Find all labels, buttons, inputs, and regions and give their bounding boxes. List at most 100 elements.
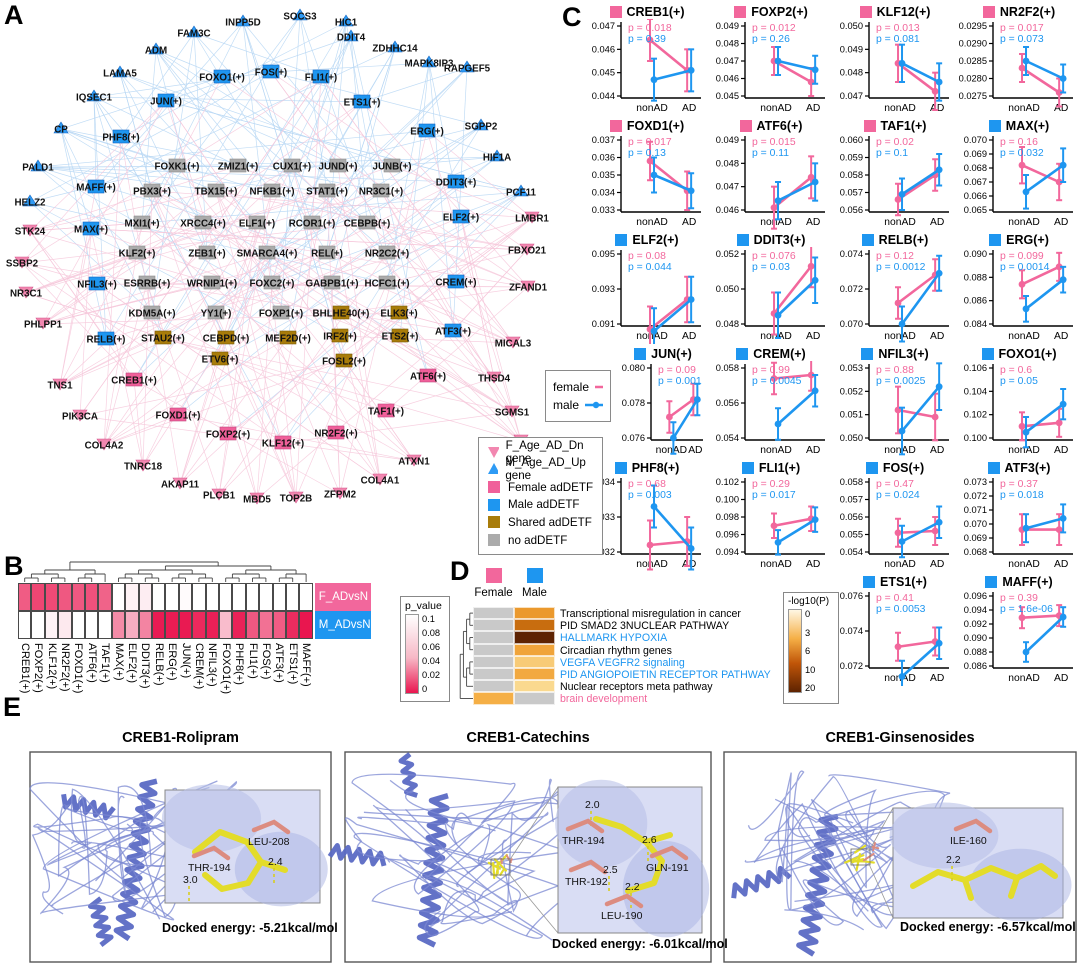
network-node-COL4A2 [96,438,112,451]
svg-text:AD: AD [682,217,696,228]
svg-text:0.052: 0.052 [840,386,863,396]
mini-chart-FLI1(+): FLI1(+) 0.094 0.096 0.098 0.100 0.102 nonAD AD p… [709,460,833,572]
b-col-label: DDIT3(+) [139,643,152,689]
svg-text:nonAD: nonAD [884,445,915,456]
p-value-female: p = 0.02 [876,137,914,148]
network-node-JUN(+) [157,93,175,108]
mini-chart-gene: MAFF(+) [1002,574,1053,589]
p-value-male: p = 0.13 [628,148,666,159]
p-value-male: p = 0.0012 [876,262,926,273]
p-value-female: p = 0.018 [628,23,672,34]
tri-down-icon [488,446,499,458]
svg-text:0.050: 0.050 [840,21,863,31]
mini-chart-plot: 0.076 0.078 0.080 nonAD AD p = 0.09p = 0.001 [622,363,703,456]
network-node-label: TBX15(+) [195,187,238,198]
dock-title: CREB1-Catechins [466,730,590,746]
network-node-STK24 [22,224,38,237]
network-node-label: JUND(+) [319,162,358,173]
d-heatmap-cell [514,643,555,656]
svg-text:0.048: 0.048 [840,68,863,78]
panel-a-label: A [4,0,24,30]
b-heatmap-cell [98,611,112,639]
network-node-LMBR1 [524,211,540,224]
male-square-icon [736,233,749,246]
b-heatmap-cell [219,611,233,639]
p-value-female: p = 0.099 [1000,251,1044,262]
d-heatmap-cell [473,619,514,632]
network-node-label: ATF3(+) [435,327,471,338]
p-value-male: p = 0.39 [628,34,666,45]
docked-energy: Docked energy: -6.57kcal/mol [900,920,1076,934]
p-value-male: p = 0.0014 [1000,262,1050,273]
mini-chart-title: FOXO1(+) [957,346,1080,361]
mini-chart-NR2F2(+): NR2F2(+) 0.0275 0.0280 0.0285 0.0290 0.0295 no… [957,4,1080,116]
b-heatmap-cell [152,583,166,611]
network-node-label: NFKB1(+) [250,187,295,198]
d-heatmap-cell [473,655,514,668]
network-node-PIK3CA [72,409,88,422]
residue-sticks [649,845,689,861]
mini-chart-title: DDIT3(+) [709,232,833,247]
svg-text:AD: AD [682,331,696,342]
mini-chart-plot: 0.065 0.066 0.067 0.068 0.069 0.070 nonAD AD p =… [964,135,1073,228]
female-square-icon [982,5,995,18]
svg-text:0.088: 0.088 [964,647,987,657]
b-row-label: F_ADvsN [314,583,371,611]
network-node-TAF1(+) [377,403,395,418]
svg-text:0.055: 0.055 [840,530,863,540]
mini-chart-ETS1(+): ETS1(+) 0.072 0.074 0.076 nonAD AD p = 0.41 p =… [833,574,957,694]
male-square-icon [988,119,1001,132]
svg-text:nonAD: nonAD [1008,445,1039,456]
mini-chart-JUN(+): JUN(+) 0.076 0.078 0.080 nonAD AD p = 0.09 p = … [615,346,711,458]
network-node-label: LAMA5 [103,69,137,80]
svg-text:0.046: 0.046 [592,44,615,54]
network-node-COL4A1 [372,473,388,486]
network-node-label: PHLPP1 [24,320,63,331]
network-node-label: MAPK8IP3 [405,59,455,70]
svg-text:0.073: 0.073 [964,477,987,487]
docked-energy: Docked energy: -6.01kcal/mol [552,937,728,951]
svg-text:nonAD: nonAD [1008,103,1039,114]
svg-text:nonAD: nonAD [1008,673,1039,684]
mini-chart-gene: ETS1(+) [880,574,927,589]
mini-chart-gene: ATF6(+) [756,118,803,133]
p-value-male: p = 0.0045 [752,376,802,387]
network-node-MAPK8IP3 [421,55,437,68]
p-value-female: p = 0.013 [876,23,920,34]
network-node-label: SSBP2 [6,259,39,270]
mini-chart-gene: NFIL3(+) [878,346,929,361]
network-node-label: PLCB1 [203,491,236,502]
mini-chart-title: RELB(+) [833,232,957,247]
mini-chart-gene: FOXP2(+) [751,4,808,19]
b-heatmap-cell [272,611,286,639]
svg-text:0.096: 0.096 [716,530,739,540]
p-value-female: p = 0.09 [658,365,696,376]
b-col-label: FLI1(+) [246,643,259,679]
network-node-REL(+) [318,245,336,260]
b-heatmap-cell [178,583,193,611]
b-heatmap-cell [192,611,206,639]
d-heatmap-cell [514,631,555,644]
female-square-icon [609,5,622,18]
network-node-label: ETV6(+) [202,355,239,366]
mini-chart-gene: ATF3(+) [1004,460,1051,475]
svg-text:0.070: 0.070 [964,135,987,145]
b-heatmap-cell [138,611,152,639]
svg-text:AD: AD [682,103,696,114]
mini-chart-TAF1(+): TAF1(+) 0.056 0.057 0.058 0.059 0.060 nonAD AD p… [833,118,957,230]
network-node-FAM3C [186,25,202,38]
network-node-ATF3(+) [444,323,462,338]
b-heatmap-cell [138,583,152,611]
p-value-female: p = 0.012 [752,23,796,34]
square-icon [488,534,500,547]
network-node-label: MICAL3 [495,339,532,350]
inset-label: THR-194 [188,862,231,874]
mini-chart-gene: KLF12(+) [876,4,931,19]
network-node-label: TAF1(+) [368,407,404,418]
female-square-icon [485,568,502,583]
svg-text:0.057: 0.057 [840,495,863,505]
b-legend-tick: 0.04 [422,656,441,666]
network-node-label: THSD4 [478,374,511,385]
svg-text:nonAD: nonAD [1008,331,1039,342]
b-heatmap-cell [111,583,126,611]
